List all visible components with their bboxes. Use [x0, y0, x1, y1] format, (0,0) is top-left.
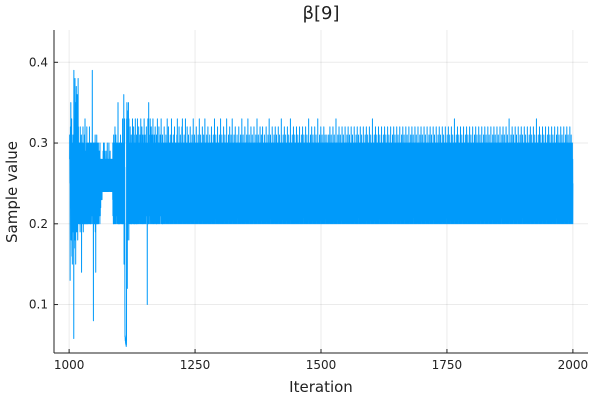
series-line: [69, 69, 574, 348]
x-tick-label: 1250: [180, 358, 211, 372]
x-axis-label: Iteration: [289, 378, 353, 396]
y-axis-label: Sample value: [3, 141, 21, 243]
y-tick-label: 0.4: [29, 55, 48, 69]
x-tick-label: 1750: [432, 358, 463, 372]
series-group: [69, 69, 574, 348]
y-tick-label: 0.1: [29, 298, 48, 312]
tick-labels: 1000 1250 1500 1750 2000 0.1 0.2 0.3 0.4: [29, 55, 588, 372]
x-tick-label: 2000: [558, 358, 589, 372]
x-tick-label: 1500: [306, 358, 337, 372]
y-tick-label: 0.2: [29, 217, 48, 231]
y-tick-label: 0.3: [29, 136, 48, 150]
chart-title: β[9]: [303, 3, 340, 24]
x-tick-label: 1000: [54, 358, 85, 372]
